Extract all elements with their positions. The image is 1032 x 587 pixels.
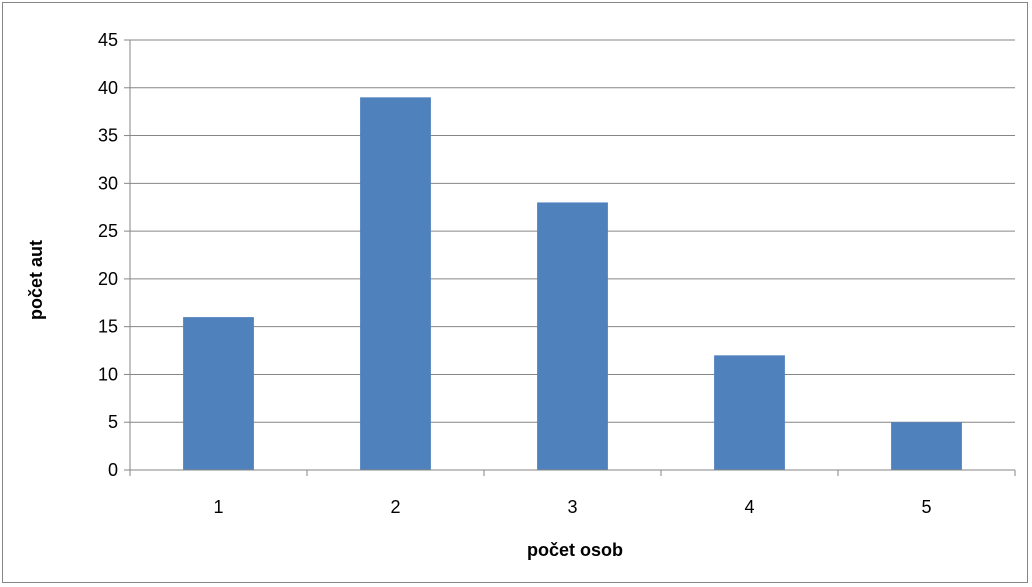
- bars: [183, 97, 962, 470]
- bar-5: [891, 422, 962, 470]
- y-tick-label: 5: [108, 412, 118, 432]
- x-tick-label: 1: [213, 497, 223, 517]
- y-tick-label: 10: [98, 364, 118, 384]
- bar-4: [714, 355, 785, 470]
- y-axis-title: počet aut: [26, 240, 46, 320]
- y-tick-label: 15: [98, 317, 118, 337]
- y-tick-label: 45: [98, 30, 118, 50]
- bar-2: [360, 97, 431, 470]
- x-tick-labels: 1 2 3 4 5: [213, 497, 931, 517]
- y-tick-label: 30: [98, 173, 118, 193]
- y-tick-labels: 0 5 10 15 20 25 30 35 40 45: [98, 30, 118, 480]
- x-tick-label: 3: [567, 497, 577, 517]
- axes: [129, 40, 1016, 476]
- bar-3: [537, 202, 608, 470]
- y-tick-label: 0: [108, 460, 118, 480]
- bar-1: [183, 317, 254, 470]
- y-tick-label: 25: [98, 221, 118, 241]
- y-tick-label: 35: [98, 126, 118, 146]
- y-tick-label: 40: [98, 78, 118, 98]
- x-tick-label: 2: [390, 497, 400, 517]
- x-tick-label: 5: [921, 497, 931, 517]
- x-tick-label: 4: [744, 497, 754, 517]
- y-tick-label: 20: [98, 269, 118, 289]
- x-axis-title: počet osob: [527, 540, 623, 560]
